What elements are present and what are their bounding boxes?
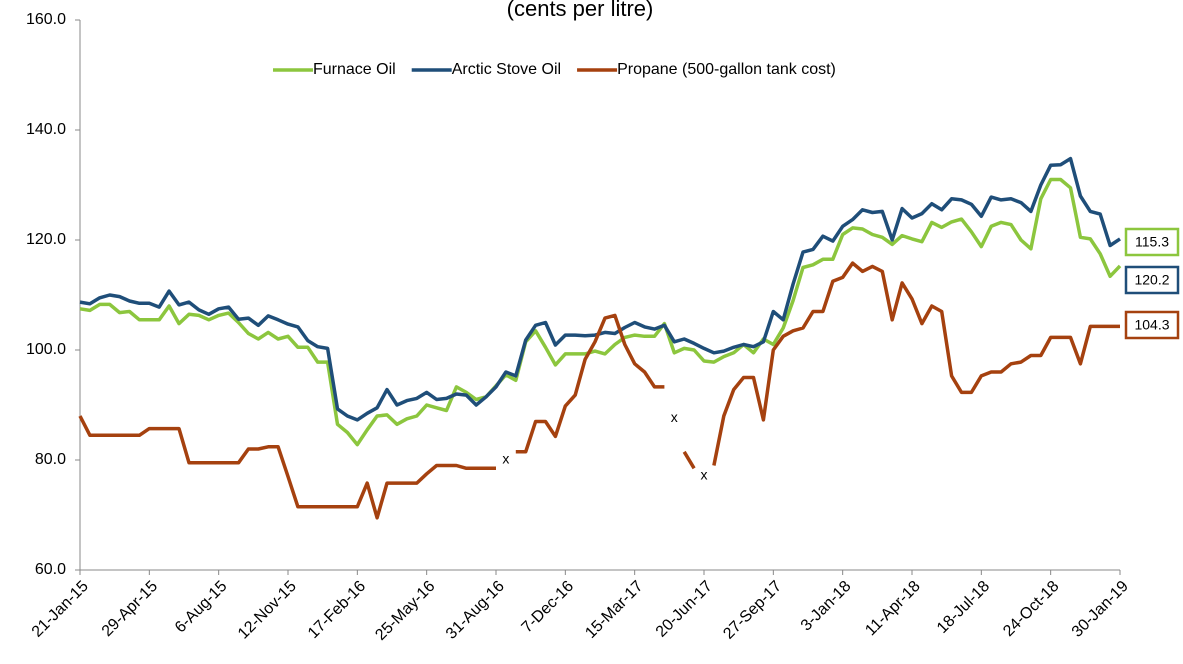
end-label: 115.3: [1135, 234, 1169, 250]
x-tick-label: 3-Jan-18: [798, 578, 855, 635]
end-label-box: [1124, 265, 1180, 295]
x-tick-label: 25-May-16: [372, 578, 438, 644]
x-tick-label: 18-Jul-18: [934, 578, 993, 637]
x-tick-label: 17-Feb-16: [305, 578, 369, 642]
legend-label: Furnace Oil: [313, 61, 396, 78]
end-label-box: [1124, 310, 1180, 340]
x-tick-label: 31-Aug-16: [443, 578, 508, 643]
legend-label: Arctic Stove Oil: [452, 61, 561, 78]
series-line: [78, 261, 1120, 520]
x-tick-label: 12-Nov-15: [235, 578, 300, 643]
x-tick-label: 27-Sep-17: [720, 578, 785, 643]
y-tick-label: 120.0: [26, 231, 66, 248]
series-line: [79, 177, 1122, 447]
end-label: 120.2: [1134, 272, 1169, 288]
annotation: x: [502, 451, 509, 467]
x-tick-label: 7-Dec-16: [519, 578, 578, 637]
end-label-box: [1124, 227, 1180, 257]
series-line: [79, 156, 1121, 422]
x-tick-label: 15-Mar-17: [582, 578, 646, 642]
x-tick-label: 20-Jun-17: [653, 578, 716, 641]
x-tick-label: 24-Oct-18: [1000, 578, 1062, 640]
x-tick-label: 29-Apr-15: [99, 578, 161, 640]
x-tick-label: 11-Apr-18: [862, 578, 924, 640]
chart-title: (cents per litre): [507, 0, 654, 21]
y-tick-label: 100.0: [26, 341, 66, 358]
y-tick-label: 140.0: [26, 121, 66, 138]
x-tick-label: 21-Jan-15: [29, 578, 92, 641]
end-label: 104.3: [1134, 317, 1169, 333]
y-tick-label: 80.0: [35, 451, 66, 468]
y-tick-label: 160.0: [26, 11, 66, 28]
legend-label: Propane (500-gallon tank cost): [617, 61, 836, 78]
x-tick-label: 30-Jan-19: [1069, 578, 1132, 641]
annotation: x: [671, 409, 678, 425]
annotation: x: [701, 467, 708, 483]
x-tick-label: 6-Aug-15: [172, 578, 231, 637]
y-tick-label: 60.0: [35, 561, 66, 578]
